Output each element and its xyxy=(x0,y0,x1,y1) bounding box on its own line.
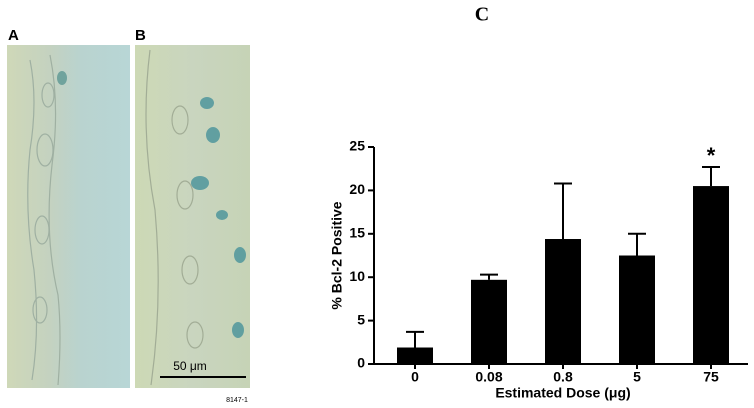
panel-label: B xyxy=(135,27,146,44)
y-tick-label: 25 xyxy=(349,138,365,154)
bar xyxy=(619,255,655,364)
cells-b xyxy=(145,49,204,386)
y-tick-label: 0 xyxy=(357,355,365,371)
y-tick-label: 20 xyxy=(349,181,365,197)
y-tick-label: 15 xyxy=(349,225,365,241)
x-tick-label: 0.08 xyxy=(475,369,502,385)
bar xyxy=(545,239,581,364)
x-tick-label: 5 xyxy=(633,369,641,385)
x-tick-label: 75 xyxy=(703,369,719,385)
y-tick-label: 5 xyxy=(357,311,365,327)
bar xyxy=(693,186,729,364)
micrograph-a xyxy=(7,45,130,388)
stain xyxy=(57,71,67,85)
y-axis-label: % Bcl-2 Positive xyxy=(329,201,345,309)
figure-id: 8147-1 xyxy=(226,397,248,404)
micrograph-b xyxy=(135,45,250,388)
significance-label: * xyxy=(707,143,716,168)
x-tick-label: 0.8 xyxy=(553,369,573,385)
x-tick-label: 0 xyxy=(411,369,419,385)
stains-b xyxy=(191,97,246,338)
bar xyxy=(471,279,507,364)
panel-label: A xyxy=(8,27,19,44)
cells-a xyxy=(27,54,61,386)
y-tick-label: 10 xyxy=(349,268,365,284)
bar xyxy=(397,347,433,364)
panel-label: C xyxy=(475,4,489,26)
x-axis-label: Estimated Dose (μg) xyxy=(495,385,630,401)
scale-bar-label: 50 μm xyxy=(173,359,207,373)
